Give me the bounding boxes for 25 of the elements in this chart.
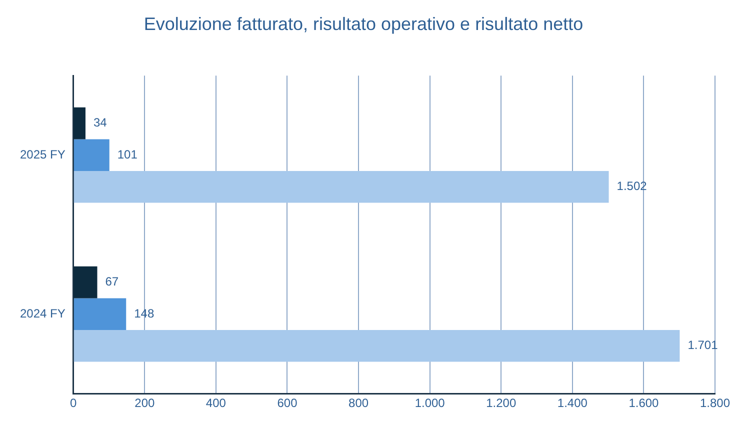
data-label: 101	[117, 147, 138, 162]
x-tick-label: 200	[134, 396, 155, 410]
bar	[74, 171, 609, 203]
x-tick-label: 1.200	[486, 396, 516, 410]
x-tick-label: 1.800	[700, 396, 730, 410]
data-label: 67	[105, 274, 119, 289]
x-tick-label: 0	[70, 396, 78, 410]
data-label: 148	[134, 306, 154, 320]
bar	[74, 298, 126, 330]
data-label: 1.701	[688, 338, 718, 352]
data-label: 1.502	[616, 179, 648, 194]
bar	[74, 266, 98, 298]
x-tick-label: 800	[348, 396, 369, 410]
x-tick-label: 1.400	[557, 396, 588, 410]
y-tick-label: 2025 FY	[20, 147, 66, 162]
bar	[74, 330, 680, 362]
bar	[74, 107, 86, 140]
x-tick-label: 400	[206, 396, 226, 410]
y-tick-label: 2024 FY	[20, 306, 66, 320]
bar	[74, 139, 110, 171]
data-label: 34	[93, 116, 108, 130]
x-tick-label: 600	[277, 396, 298, 410]
x-tick-label: 1.600	[628, 396, 660, 410]
chart-title: Evoluzione fatturato, risultato operativo e risultato netto	[144, 14, 584, 34]
x-tick-label: 1.000	[414, 396, 446, 410]
